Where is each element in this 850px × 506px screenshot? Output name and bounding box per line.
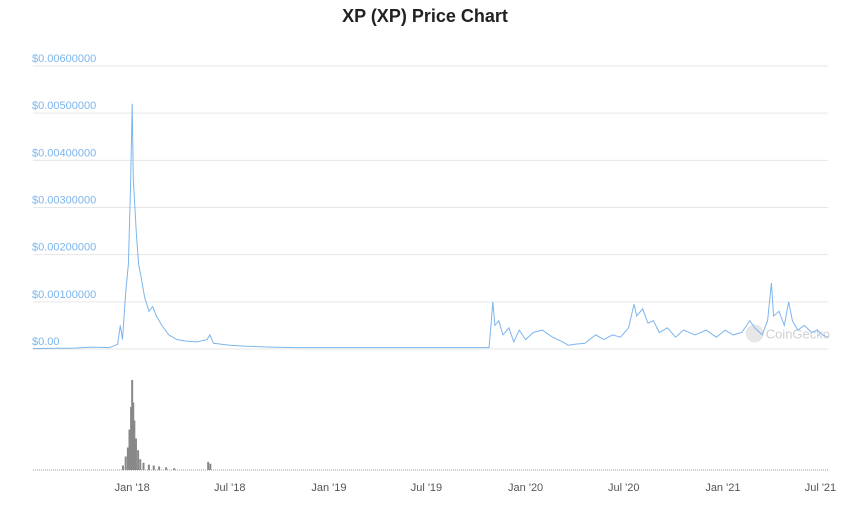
price-series-line <box>32 103 829 349</box>
x-tick-label: Jan '21 <box>705 482 740 494</box>
volume-bar <box>142 462 145 470</box>
x-tick-label: Jul '20 <box>608 482 639 494</box>
y-tick-label: $0.00 <box>32 336 60 348</box>
x-tick-label: Jul '21 <box>805 482 836 494</box>
x-tick-label: Jan '18 <box>115 482 150 494</box>
volume-bar <box>147 464 150 470</box>
y-tick-label: $0.00300000 <box>32 195 96 207</box>
volume-bar <box>122 465 125 470</box>
y-tick-label: $0.00200000 <box>32 242 96 254</box>
coingecko-logo-icon <box>745 324 764 343</box>
x-tick-label: Jul '18 <box>214 482 245 494</box>
volume-bar <box>207 461 210 470</box>
chart-title: XP (XP) Price Chart <box>342 6 508 26</box>
y-tick-label: $0.00100000 <box>32 289 96 301</box>
y-tick-label: $0.00500000 <box>32 100 96 112</box>
y-tick-label: $0.00600000 <box>32 53 96 65</box>
volume-bar <box>132 402 135 470</box>
x-tick-label: Jan '20 <box>508 482 543 494</box>
volume-bar <box>134 438 137 470</box>
volume-bar <box>128 429 131 470</box>
volume-bar <box>137 450 140 470</box>
volume-bar <box>158 466 161 470</box>
volume-bar <box>209 463 212 470</box>
volume-bar <box>139 459 142 470</box>
x-tick-label: Jul '19 <box>411 482 442 494</box>
volume-bar <box>124 456 127 470</box>
watermark: CoinGecko <box>766 326 830 341</box>
y-tick-label: $0.00400000 <box>32 147 96 159</box>
x-tick-label: Jan '19 <box>311 482 346 494</box>
volume-bar <box>126 447 129 470</box>
volume-bar <box>152 465 155 470</box>
volume-bar <box>130 407 133 470</box>
volume-bar <box>165 467 168 470</box>
volume-bar <box>173 468 176 470</box>
volume-bar <box>131 380 134 470</box>
volume-bar <box>133 420 136 470</box>
